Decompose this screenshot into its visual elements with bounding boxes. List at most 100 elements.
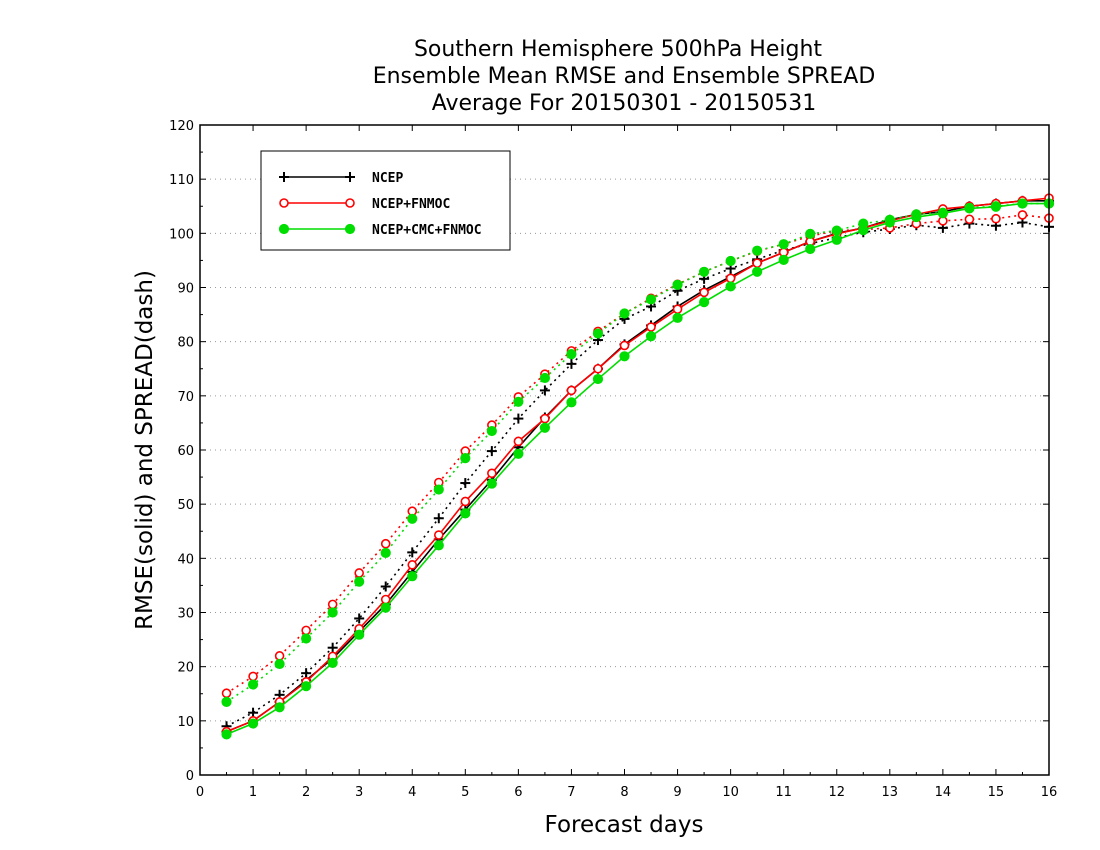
spread-point: [539, 385, 550, 396]
spread-point: [805, 228, 816, 239]
spread-point: [380, 538, 391, 549]
rmse-point: [593, 363, 603, 374]
legend: NCEP NCEP+FNMOC NCEP+CMC+FNMOC: [260, 150, 511, 251]
y-tick-label: 0: [186, 769, 194, 784]
chart-title: Southern Hemisphere 500hPa Height Ensemb…: [373, 37, 876, 116]
spread-line: [226, 214, 1050, 694]
spread-point: [327, 599, 338, 610]
spread-point: [566, 349, 577, 360]
spread-point: [964, 214, 975, 225]
rmse-point: [884, 217, 895, 228]
spread-point: [698, 266, 710, 277]
rmse-point: [354, 629, 365, 640]
spread-point: [513, 413, 524, 424]
axis-ticks: [199, 124, 1050, 776]
spread-point: [380, 547, 391, 559]
spread-point: [380, 581, 391, 592]
spread-point: [1017, 210, 1028, 220]
rmse-point: [460, 508, 471, 519]
legend-label: NCEP: [372, 171, 403, 186]
legend-marker: [345, 198, 355, 208]
legend-entry: NCEP+FNMOC: [279, 197, 450, 212]
y-tick-label: 30: [177, 607, 194, 622]
x-tick-label: 1: [249, 785, 257, 800]
y-tick-label: 60: [177, 444, 194, 459]
spread-point: [274, 658, 285, 670]
x-tick-label: 15: [988, 785, 1005, 800]
y-tick-label: 110: [169, 173, 194, 188]
legend-label: NCEP+FNMOC: [372, 197, 450, 212]
x-tick-label: 11: [775, 785, 792, 800]
y-tick-label: 20: [177, 661, 194, 676]
x-tick-label: 7: [567, 785, 575, 800]
legend-entry: NCEP: [279, 171, 403, 186]
spread-point: [991, 213, 1001, 224]
x-tick-label: 16: [1041, 785, 1058, 800]
y-tick-label: 100: [169, 227, 194, 242]
x-tick-label: 0: [196, 785, 204, 800]
legend-entry: NCEP+CMC+FNMOC: [278, 223, 482, 238]
rmse-point: [911, 211, 922, 223]
spread-point: [354, 613, 365, 624]
spread-point: [566, 358, 577, 369]
rmse-point: [566, 397, 577, 408]
spread-point: [752, 245, 763, 256]
spread-point: [592, 328, 604, 339]
rmse-point: [539, 422, 551, 433]
legend-marker: [279, 198, 289, 208]
spread-point: [778, 239, 789, 250]
rmse-point: [645, 331, 657, 342]
rmse-point: [407, 571, 418, 582]
rmse-point: [619, 340, 630, 351]
rmse-point: [1017, 198, 1028, 209]
rmse-point: [433, 540, 444, 551]
rmse-point: [486, 478, 497, 489]
spread-point: [327, 642, 338, 653]
spread-point: [327, 607, 338, 618]
rmse-point: [513, 448, 524, 459]
rmse-point: [698, 297, 710, 308]
rmse-point: [221, 729, 232, 740]
spread-point: [407, 547, 418, 558]
spread-point: [433, 513, 444, 524]
spread-point: [539, 372, 551, 384]
x-tick-label: 5: [461, 785, 469, 800]
rmse-point: [487, 468, 497, 479]
spread-point: [354, 568, 364, 578]
spread-point: [460, 453, 471, 464]
rmse-point: [778, 254, 789, 265]
rmse-point: [672, 312, 683, 323]
x-tick-label: 6: [514, 785, 522, 800]
y-tick-label: 50: [177, 498, 194, 513]
rmse-point: [592, 373, 604, 385]
x-tick-label: 4: [408, 785, 416, 800]
rmse-point: [752, 258, 762, 268]
title-line-2: Ensemble Mean RMSE and Ensemble SPREAD: [373, 64, 876, 89]
legend-marker: [279, 172, 289, 182]
title-line-1: Southern Hemisphere 500hPa Height: [414, 37, 822, 62]
x-tick-label: 9: [673, 785, 681, 800]
rmse-point: [805, 243, 816, 255]
x-tick-label: 10: [722, 785, 739, 800]
y-axis-label: RMSE(solid) and SPREAD(dash): [132, 270, 158, 630]
rmse-point: [327, 657, 338, 668]
spread-point: [221, 688, 232, 699]
spread-point: [486, 446, 497, 457]
spread-point: [354, 576, 365, 587]
axis-tick-labels: 0 1 2 3 4 5 6 7 8 9 10 11 12 13 14 15 160102030405060708…: [169, 119, 1057, 800]
y-tick-label: 120: [169, 119, 194, 134]
rmse-point: [937, 208, 948, 219]
spread-point: [301, 625, 311, 636]
x-tick-label: 8: [620, 785, 628, 800]
y-tick-label: 90: [177, 282, 194, 297]
spread-point: [221, 696, 232, 707]
rmse-point: [699, 287, 709, 298]
rmse-point: [460, 496, 471, 507]
legend-marker: [345, 172, 355, 182]
x-tick-label: 14: [935, 785, 952, 800]
rmse-point: [301, 681, 312, 692]
rmse-point: [380, 602, 391, 613]
legend-marker: [344, 223, 356, 235]
